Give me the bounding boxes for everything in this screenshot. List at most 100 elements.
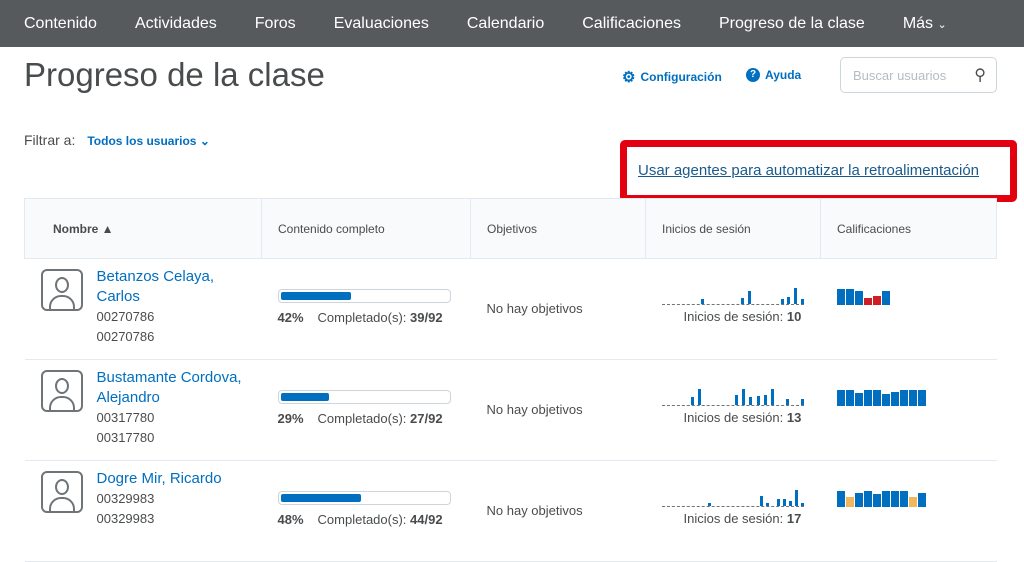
login-bar: [777, 498, 781, 506]
login-bar: [698, 389, 702, 405]
logins-cell[interactable]: Inicios de sesión: 17: [645, 460, 821, 562]
name-cell: Betanzos Celaya, Carlos 00270786 0027078…: [24, 258, 262, 360]
progress-percent: 42%: [277, 310, 304, 325]
user-org-id: 00317780: [96, 430, 155, 445]
login-bar: [759, 496, 763, 506]
grade-bar: [917, 390, 926, 406]
avatar-icon: [40, 471, 83, 513]
objectives-cell: No hay objetivos: [470, 258, 646, 360]
logins-count: 13: [786, 410, 802, 425]
settings-link[interactable]: ⚙ Configuración: [622, 69, 722, 86]
user-org-id: 00270786: [96, 329, 155, 344]
grade-bar: [917, 492, 926, 507]
login-bar: [787, 296, 791, 304]
grade-bar: [872, 390, 881, 406]
grades-cell[interactable]: [820, 258, 997, 360]
table-row: Dogre Mir, Ricardo 00329983 00329983 48%…: [24, 460, 997, 562]
login-bar: [763, 395, 767, 405]
table-row: Betanzos Celaya, Carlos 00270786 0027078…: [24, 258, 997, 360]
login-bar: [793, 288, 797, 304]
login-bar: [701, 299, 705, 304]
login-bar: [783, 498, 787, 506]
grade-bar: [836, 390, 845, 406]
content-cell[interactable]: 29% Completado(s): 27/92: [261, 359, 471, 461]
nav-contenido[interactable]: Contenido: [24, 14, 97, 32]
column-header-content: Contenido completo: [261, 198, 471, 259]
login-bar: [747, 291, 751, 304]
grade-bar: [863, 390, 872, 406]
login-bar: [780, 299, 784, 304]
progress-bar: [277, 491, 451, 505]
grades-cell[interactable]: [820, 359, 997, 461]
objectives-cell: No hay objetivos: [470, 359, 646, 461]
top-navigation: Contenido Actividades Foros Evaluaciones…: [0, 0, 1024, 47]
filter-dropdown[interactable]: Todos los usuarios ⌄: [87, 134, 210, 148]
logins-sparkline: [661, 388, 804, 406]
grades-chart: [836, 390, 997, 406]
logins-sparkline: [661, 287, 804, 305]
logins-cell[interactable]: Inicios de sesión: 10: [645, 258, 821, 360]
nav-calendario[interactable]: Calendario: [466, 14, 545, 32]
grade-bar: [854, 291, 863, 305]
user-name-link[interactable]: Betanzos Celaya, Carlos: [96, 268, 215, 305]
progress-bar: [277, 289, 451, 303]
login-bar: [740, 298, 744, 304]
progress-percent: 48%: [277, 512, 304, 527]
login-bar: [690, 397, 694, 405]
search-input[interactable]: Buscar usuarios ⚲: [840, 57, 997, 93]
login-bar: [741, 389, 745, 405]
grade-bar: [908, 497, 917, 507]
avatar-icon: [40, 269, 83, 311]
filter: Filtrar a: Todos los usuarios ⌄: [24, 132, 210, 148]
help-icon: ?: [746, 68, 760, 82]
gear-icon: ⚙: [622, 69, 636, 86]
objectives-cell: No hay objetivos: [470, 460, 646, 562]
content-cell[interactable]: 42% Completado(s): 39/92: [261, 258, 471, 360]
agents-link[interactable]: Usar agentes para automatizar la retroal…: [638, 162, 980, 179]
user-id: 00270786: [96, 309, 155, 324]
nav-mas[interactable]: Más ⌄: [902, 14, 947, 32]
progress-percent: 29%: [277, 411, 304, 426]
grade-bar: [881, 491, 890, 507]
grade-bar: [872, 494, 881, 507]
login-bar: [785, 398, 789, 405]
column-header-logins: Inicios de sesión: [645, 198, 821, 259]
column-header-name[interactable]: Nombre ▲: [24, 198, 262, 259]
table-row: Bustamante Cordova, Alejandro 00317780 0…: [24, 359, 997, 461]
login-bar: [707, 502, 711, 506]
user-name-link[interactable]: Bustamante Cordova, Alejandro: [96, 369, 242, 406]
grade-bar: [845, 497, 854, 507]
grade-bar: [881, 394, 890, 406]
user-org-id: 00329983: [96, 511, 155, 526]
login-bar: [800, 299, 804, 304]
grade-bar: [854, 393, 863, 406]
nav-foros[interactable]: Foros: [254, 14, 296, 32]
page-title: Progreso de la clase: [24, 56, 325, 93]
grade-bar: [872, 296, 881, 305]
grade-bar: [908, 390, 917, 406]
login-bar: [771, 389, 775, 405]
grade-bar: [836, 289, 845, 305]
nav-evaluaciones[interactable]: Evaluaciones: [333, 14, 429, 32]
login-bar: [788, 501, 792, 506]
user-name-link[interactable]: Dogre Mir, Ricardo: [96, 470, 222, 487]
nav-calificaciones[interactable]: Calificaciones: [582, 14, 681, 32]
logins-cell[interactable]: Inicios de sesión: 13: [645, 359, 821, 461]
logins-count: 10: [786, 309, 802, 324]
logins-count: 17: [786, 511, 802, 526]
login-bar: [756, 396, 760, 405]
nav-actividades[interactable]: Actividades: [134, 14, 217, 32]
avatar-icon: [40, 370, 83, 412]
nav-progreso[interactable]: Progreso de la clase: [718, 14, 865, 32]
grade-bar: [836, 491, 845, 507]
grade-bar: [845, 289, 854, 305]
search-icon[interactable]: ⚲: [974, 67, 986, 84]
grade-bar: [899, 491, 908, 507]
chevron-down-icon: ⌄: [199, 134, 210, 148]
help-link[interactable]: ? Ayuda: [746, 68, 801, 82]
progress-bar: [277, 390, 451, 404]
logins-sparkline: [661, 489, 804, 507]
grade-bar: [881, 290, 890, 305]
grades-cell[interactable]: [820, 460, 997, 562]
content-cell[interactable]: 48% Completado(s): 44/92: [261, 460, 471, 562]
